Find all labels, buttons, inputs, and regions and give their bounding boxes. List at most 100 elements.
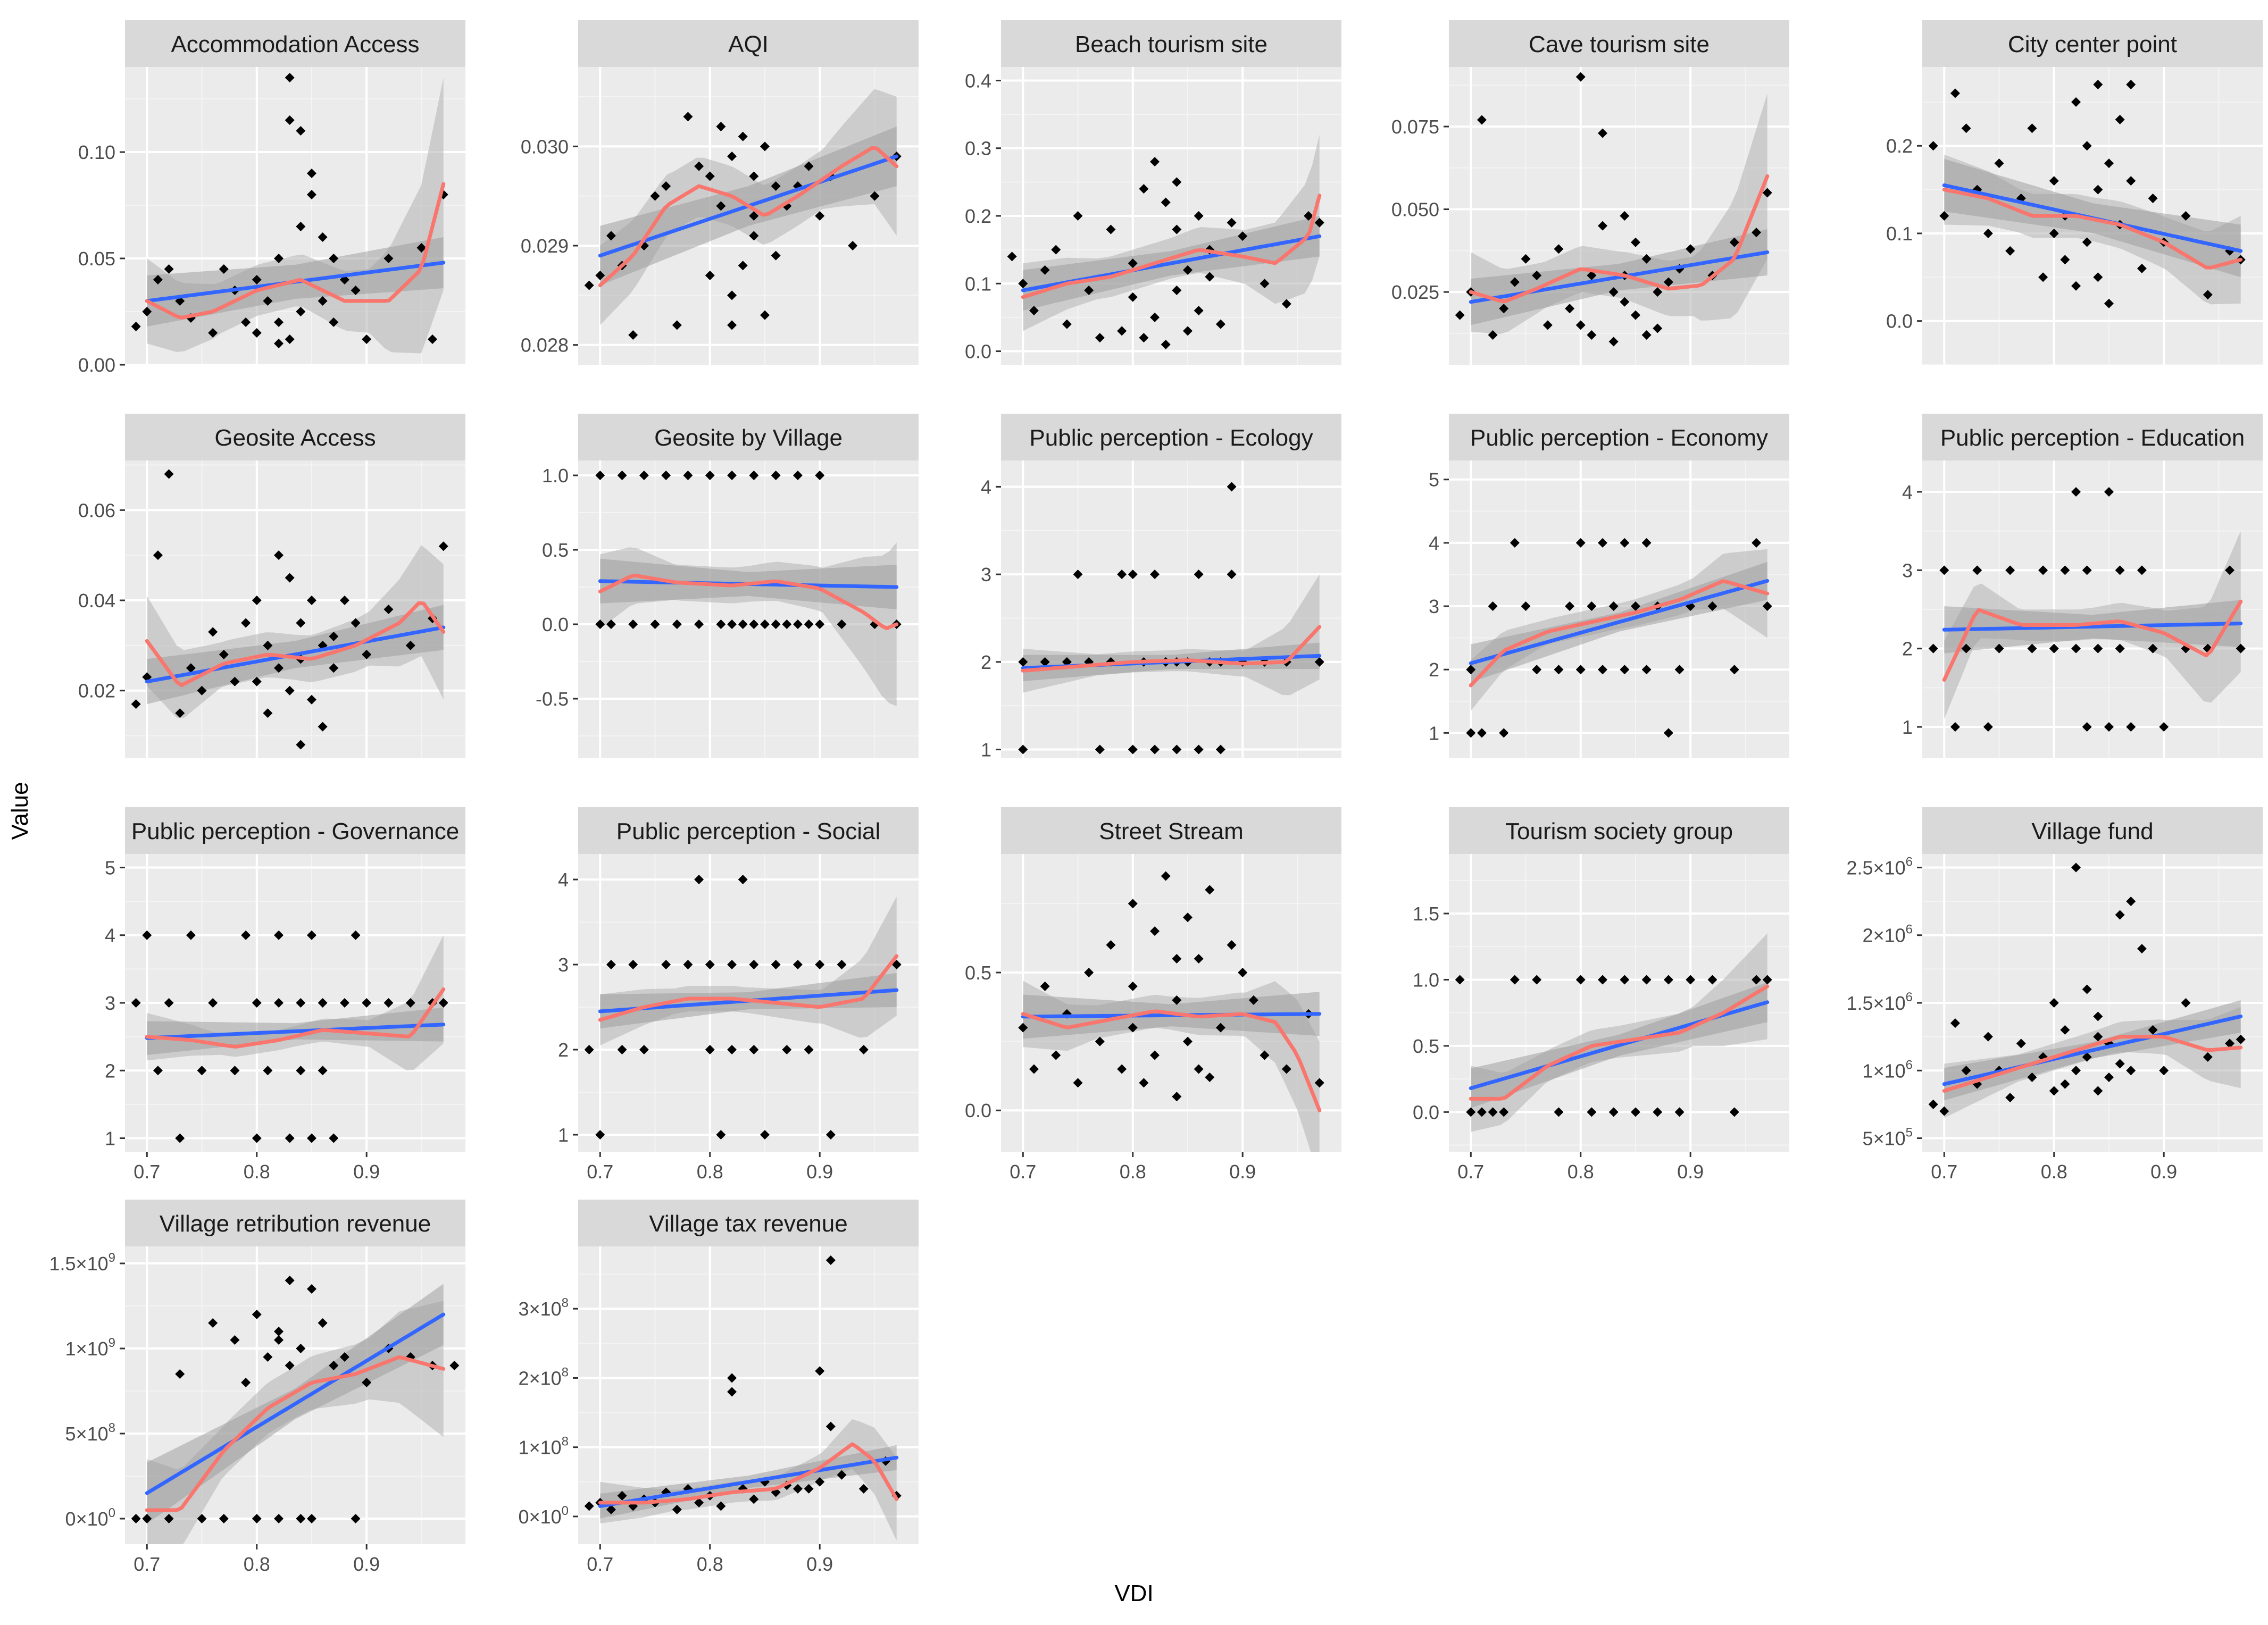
data-point (1029, 306, 1039, 316)
data-point (1095, 333, 1105, 343)
facet-strip (1922, 807, 2263, 854)
loess-fit-line (1021, 194, 1322, 299)
data-point (1488, 601, 1498, 612)
data-point (1587, 330, 1597, 340)
data-point (285, 334, 295, 344)
data-point (274, 317, 284, 327)
data-point (1762, 601, 1772, 612)
loess-fit-line (1469, 579, 1770, 688)
data-point (1928, 141, 1938, 151)
data-point (383, 998, 394, 1008)
data-point (716, 1130, 726, 1140)
data-point (1477, 728, 1487, 738)
data-point (858, 1484, 869, 1494)
y-tick-label: 2×106 (1863, 923, 1913, 946)
x-tick-label: 0.7 (1457, 1161, 1484, 1183)
data-point (1260, 279, 1270, 289)
data-point (815, 471, 825, 480)
data-point (306, 930, 316, 940)
data-point (2236, 1034, 2246, 1044)
data-point (2060, 1025, 2070, 1035)
data-point (274, 998, 284, 1008)
data-point (749, 471, 759, 480)
data-point (2027, 123, 2037, 133)
data-point (175, 1133, 185, 1143)
data-point (2093, 643, 2103, 654)
data-point (804, 619, 814, 629)
data-point (197, 1514, 207, 1523)
data-point (2082, 984, 2092, 994)
data-point (661, 960, 671, 969)
data-point (318, 232, 328, 242)
data-point (727, 152, 737, 161)
data-point (617, 1045, 627, 1054)
data-point (2093, 1011, 2103, 1021)
data-point (1205, 1073, 1215, 1082)
data-point (230, 676, 240, 686)
data-point (749, 1045, 759, 1054)
data-point (416, 243, 427, 253)
data-point (1117, 326, 1127, 336)
data-point (1752, 975, 1762, 985)
data-point (793, 1484, 803, 1494)
data-point (617, 471, 627, 480)
data-point (661, 471, 671, 480)
data-point (1620, 975, 1630, 985)
data-point (2104, 1073, 2114, 1082)
data-point (131, 1514, 141, 1523)
data-point (771, 250, 781, 261)
data-point (1620, 297, 1630, 307)
data-point (727, 471, 737, 480)
facet-panel: Geosite by Village -0.5 0.0 0.5 1.0 (536, 414, 919, 758)
y-tick-label: 0.5 (1413, 1035, 1439, 1057)
data-point (1194, 954, 1204, 964)
data-point (1150, 569, 1160, 580)
facet-panel: Public perception - Education 1 2 3 4 (1902, 414, 2263, 758)
data-point (252, 1310, 262, 1319)
data-point (306, 596, 316, 606)
y-tick-label: 1 (981, 739, 991, 761)
y-tick-label: 1.0 (1413, 969, 1439, 991)
facet-title: Village fund (2031, 818, 2153, 844)
data-point (1762, 188, 1772, 198)
facet-strip (1922, 414, 2263, 460)
data-point (2203, 290, 2213, 300)
linear-fit-line (598, 1455, 899, 1508)
y-tick-label: 0.06 (78, 499, 115, 521)
data-point (606, 960, 616, 969)
data-point (1499, 728, 1509, 738)
data-point (241, 317, 251, 327)
y-tick-label: 3 (1902, 559, 1913, 581)
data-point (1630, 601, 1640, 612)
facet-title: Geosite Access (214, 425, 376, 451)
data-point (738, 875, 748, 884)
data-point (1608, 601, 1619, 612)
facet-strip (1922, 20, 2263, 67)
x-tick-label: 0.8 (244, 1553, 270, 1575)
facet-title: Accommodation Access (171, 31, 419, 57)
data-point (2060, 565, 2070, 575)
facet-panel: City center point 0.0 0.1 0.2 (1886, 20, 2263, 365)
y-tick-label: 3 (105, 992, 115, 1014)
data-point (1752, 228, 1762, 238)
x-tick-label: 0.9 (353, 1553, 380, 1575)
panel-background (1001, 460, 1341, 758)
data-point (2082, 722, 2092, 732)
data-point (716, 122, 726, 131)
data-point (405, 640, 415, 650)
data-point (2005, 565, 2015, 575)
y-tick-label: 0.075 (1391, 116, 1439, 138)
data-point (351, 286, 361, 295)
data-point (749, 211, 759, 221)
data-point (782, 619, 792, 629)
data-point (306, 694, 316, 705)
y-axis-title: Value (7, 782, 33, 840)
y-tick-label: 2 (981, 651, 991, 673)
data-point (351, 618, 361, 628)
data-point (329, 1361, 339, 1370)
data-point (2104, 298, 2114, 308)
data-point (2049, 228, 2059, 238)
data-point (705, 1045, 715, 1054)
data-point (285, 1361, 295, 1370)
